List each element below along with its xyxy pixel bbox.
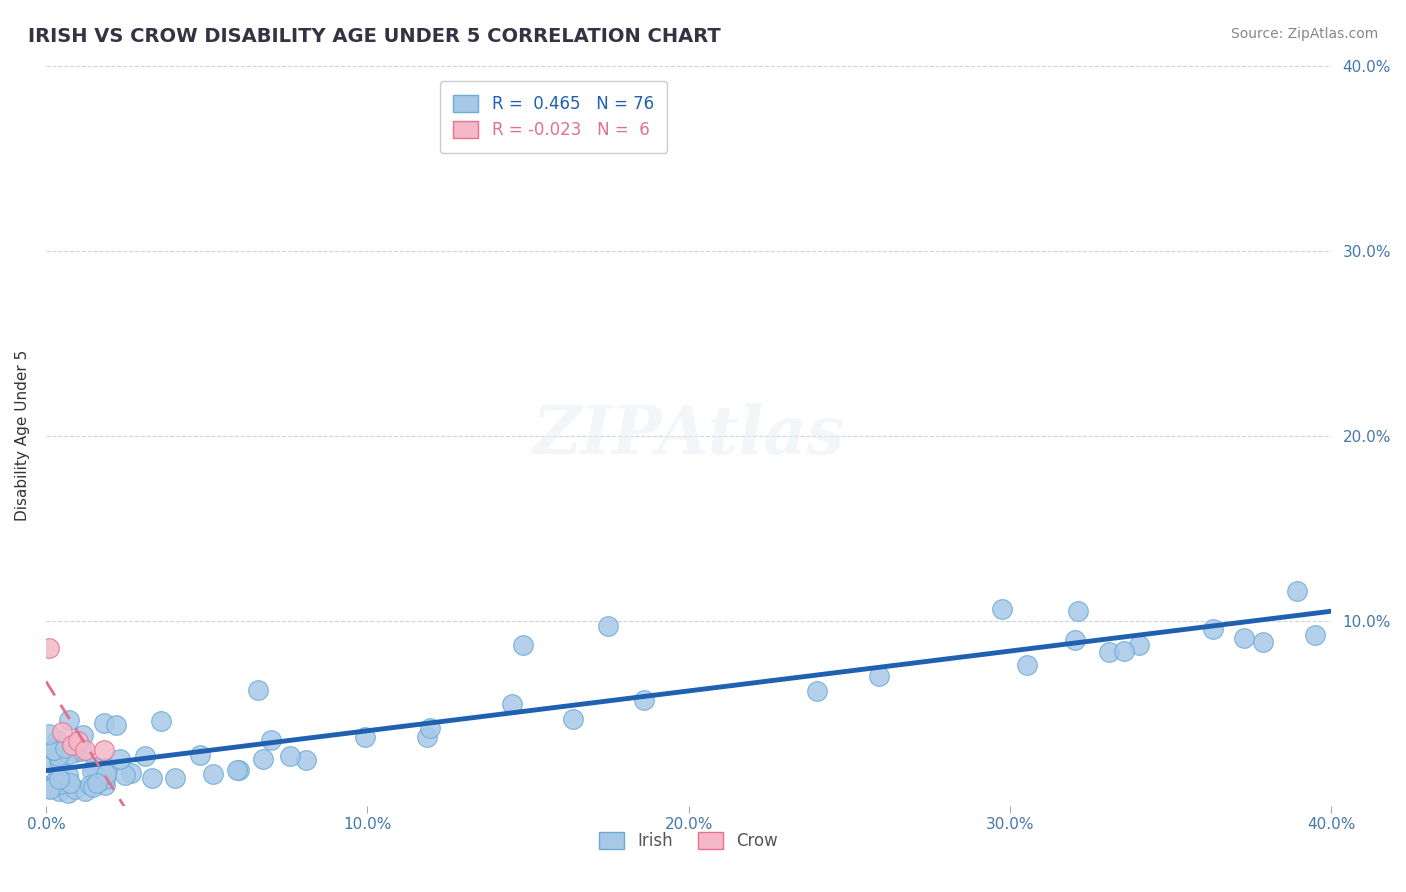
Point <box>990 602 1012 616</box>
Point <box>82 764 104 778</box>
Point <box>96 761 118 775</box>
Point <box>65 745 87 759</box>
Point <box>67 734 90 748</box>
Point <box>46 748 69 763</box>
Point <box>56 786 79 800</box>
Point <box>73 743 96 757</box>
Point <box>94 767 117 781</box>
Point <box>53 741 76 756</box>
Point <box>1253 635 1275 649</box>
Point <box>41 742 63 756</box>
Point <box>1064 632 1087 647</box>
Point <box>188 748 211 763</box>
Point <box>44 743 66 757</box>
Point <box>104 717 127 731</box>
Point <box>39 781 62 796</box>
Point <box>45 761 67 775</box>
Point <box>59 775 82 789</box>
Point <box>93 715 115 730</box>
Point <box>633 693 655 707</box>
Point <box>149 714 172 729</box>
Point <box>280 749 302 764</box>
Point <box>58 747 80 761</box>
Point <box>83 760 105 774</box>
Point <box>65 782 87 797</box>
Point <box>1015 657 1038 672</box>
Point <box>93 743 115 757</box>
Point <box>38 641 60 656</box>
Point <box>806 683 828 698</box>
Point <box>94 772 117 786</box>
Point <box>93 779 115 793</box>
Point <box>108 752 131 766</box>
Point <box>1202 622 1225 636</box>
Point <box>45 732 67 747</box>
Point <box>501 697 523 711</box>
Point <box>1128 639 1150 653</box>
Point <box>252 752 274 766</box>
Point <box>79 778 101 792</box>
Point <box>114 768 136 782</box>
Point <box>48 772 70 787</box>
Point <box>75 783 97 797</box>
Point <box>45 772 67 787</box>
Point <box>246 683 269 698</box>
Point <box>1232 631 1254 645</box>
Point <box>38 727 60 741</box>
Y-axis label: Disability Age Under 5: Disability Age Under 5 <box>15 350 30 521</box>
Point <box>120 766 142 780</box>
Point <box>419 721 441 735</box>
Point <box>228 763 250 777</box>
Point <box>1305 627 1327 641</box>
Text: Source: ZipAtlas.com: Source: ZipAtlas.com <box>1230 27 1378 41</box>
Point <box>72 728 94 742</box>
Point <box>354 730 377 744</box>
Point <box>165 771 187 785</box>
Point <box>51 770 73 784</box>
Point <box>868 669 890 683</box>
Point <box>295 753 318 767</box>
Point <box>38 780 60 795</box>
Point <box>1112 644 1135 658</box>
Point <box>48 753 70 767</box>
Point <box>1098 645 1121 659</box>
Point <box>51 724 73 739</box>
Point <box>201 766 224 780</box>
Point <box>561 712 583 726</box>
Point <box>260 732 283 747</box>
Point <box>38 753 60 767</box>
Legend: R =  0.465   N = 76, R = -0.023   N =  6: R = 0.465 N = 76, R = -0.023 N = 6 <box>440 81 666 153</box>
Point <box>49 777 72 791</box>
Point <box>226 763 249 777</box>
Point <box>141 771 163 785</box>
Point <box>38 778 60 792</box>
Point <box>60 738 83 752</box>
Point <box>1067 604 1090 618</box>
Point <box>596 619 619 633</box>
Text: ZIPAtlas: ZIPAtlas <box>533 403 845 468</box>
Point <box>512 638 534 652</box>
Point <box>86 775 108 789</box>
Point <box>416 730 439 744</box>
Point <box>1286 583 1309 598</box>
Point <box>58 713 80 727</box>
Point <box>82 780 104 794</box>
Point <box>48 784 70 798</box>
Point <box>134 748 156 763</box>
Point <box>72 744 94 758</box>
Point <box>56 767 79 781</box>
Text: IRISH VS CROW DISABILITY AGE UNDER 5 CORRELATION CHART: IRISH VS CROW DISABILITY AGE UNDER 5 COR… <box>28 27 721 45</box>
